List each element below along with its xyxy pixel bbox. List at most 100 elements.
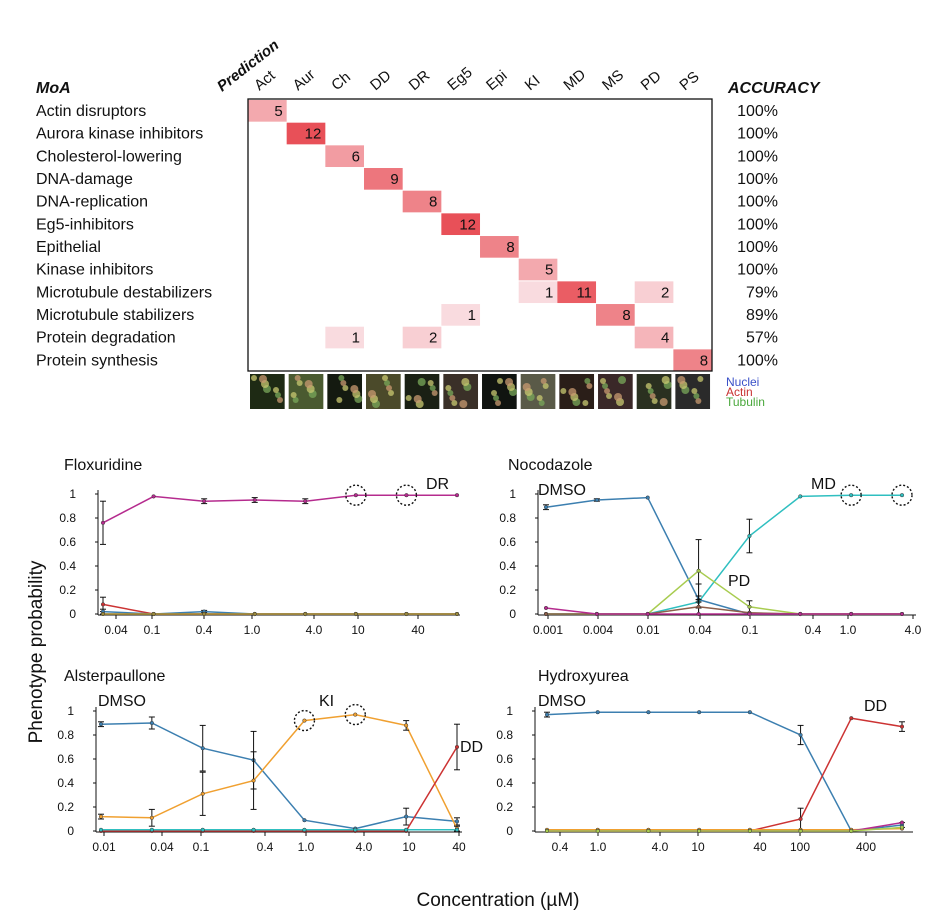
column-header: PD [638, 68, 665, 95]
series-annotation: DD [864, 698, 887, 715]
data-point [404, 814, 409, 819]
x-tick-label: 0.4 [805, 623, 822, 637]
x-tick-label: 0.004 [583, 623, 613, 637]
matrix-cell [286, 122, 326, 145]
data-point [899, 493, 905, 498]
series-md [543, 493, 905, 617]
matrix-cell [480, 236, 519, 258]
series-md [98, 827, 460, 832]
thumbnail-aur [288, 374, 324, 409]
data-point [454, 827, 460, 832]
row-label: Protein degradation [36, 330, 176, 347]
data-point [252, 497, 257, 503]
data-point [798, 494, 803, 499]
y-tick-label: 0.4 [59, 559, 76, 573]
data-point [454, 493, 460, 498]
cell-count: 8 [700, 352, 708, 369]
x-tick-label: 1.0 [590, 840, 607, 854]
data-point [100, 611, 106, 617]
data-point [645, 495, 650, 500]
data-point [302, 818, 307, 823]
x-tick-label: 1.0 [840, 623, 857, 637]
row-label: Microtubule stabilizers [36, 307, 194, 324]
accuracy-title: ACCURACY [727, 80, 821, 97]
x-tick-label: 40 [753, 840, 767, 854]
thumbnail-epi [482, 374, 518, 409]
x-tick-label: 100 [790, 840, 810, 854]
data-point [798, 816, 803, 822]
data-point [594, 611, 599, 617]
y-tick-label: 0 [506, 824, 513, 838]
thumbnail-eg5 [443, 374, 479, 409]
data-point [100, 602, 106, 607]
accuracy-value: 89% [746, 307, 778, 324]
data-point [595, 828, 600, 834]
series-annotation: PD [728, 573, 750, 590]
x-tick-label: 4.0 [356, 840, 373, 854]
series-annotation: DR [426, 476, 449, 493]
thumbnail-dd [366, 374, 401, 409]
x-tick-label: 1.0 [298, 840, 315, 854]
data-point [98, 814, 104, 819]
row-label: Eg5-inhibitors [36, 216, 134, 233]
row-label: Actin disruptors [36, 103, 146, 120]
chart-alsterpaullone: Alsterpaullone 0 0.2 0.4 0.6 0.8 1 0.01 0.04 0.1 0… [57, 668, 483, 854]
x-tick-label: 0.001 [533, 623, 563, 637]
y-tick-label: 0.6 [496, 752, 513, 766]
accuracy-value: 100% [737, 216, 778, 233]
data-point [353, 611, 358, 617]
x-tick-label: 400 [856, 840, 876, 854]
highlight-circle [293, 709, 316, 732]
cell-count: 1 [545, 284, 553, 301]
chart-title: Hydroxyurea [538, 668, 629, 685]
x-tick-label: 10 [402, 840, 416, 854]
series-line [100, 713, 458, 829]
cell-count: 8 [622, 307, 630, 324]
row-label: Epithelial [36, 239, 101, 256]
series-line [546, 494, 902, 615]
series-line [546, 711, 903, 832]
matrix-cell [596, 304, 635, 326]
x-tick-label: 0.01 [636, 623, 660, 637]
data-point [543, 611, 549, 617]
data-point [202, 499, 207, 504]
data-point [697, 710, 702, 715]
series-annotation: KI [319, 693, 334, 710]
x-tick-label: 4.0 [306, 623, 323, 637]
data-point [899, 724, 905, 729]
prediction-title: Prediction [214, 37, 282, 96]
data-point [151, 611, 156, 617]
data-point [899, 825, 905, 830]
y-tick-label: 1 [506, 704, 513, 718]
matrix-cell [557, 281, 597, 304]
data-point [149, 720, 154, 726]
data-point [98, 722, 104, 727]
series-line [102, 603, 457, 615]
data-point [202, 611, 207, 617]
data-point [303, 611, 308, 617]
data-point [747, 611, 752, 617]
data-point [404, 723, 409, 728]
accuracy-value: 100% [737, 148, 778, 165]
y-axis-label: Phenotype probability [26, 560, 47, 743]
line-charts: Floxuridine 0 0.2 0.4 0.6 0.8 1 0.04 0.1 0.4 1.0 4.… [57, 457, 921, 854]
highlight-circle [345, 484, 367, 506]
x-tick-label: 0.1 [742, 623, 759, 637]
y-tick-label: 0.6 [59, 535, 76, 549]
x-tick-label: 0.4 [196, 623, 213, 637]
row-label: Kinase inhibitors [36, 262, 153, 279]
column-header: KI [522, 72, 544, 94]
x-tick-label: 0.4 [257, 840, 274, 854]
x-tick-label: 4.0 [652, 840, 669, 854]
matrix-frame [247, 98, 713, 372]
x-tick-label: 40 [452, 840, 466, 854]
x-tick-label: 0.1 [193, 840, 210, 854]
row-label: Aurora kinase inhibitors [36, 126, 203, 143]
highlight-circle [840, 484, 862, 506]
thumbnail-ps [675, 374, 711, 409]
y-tick-label: 0.8 [59, 511, 76, 525]
column-header: Aur [290, 66, 319, 94]
series-line [546, 606, 902, 615]
thumbnail-act [250, 374, 285, 409]
y-tick-label: 0.8 [499, 511, 516, 525]
